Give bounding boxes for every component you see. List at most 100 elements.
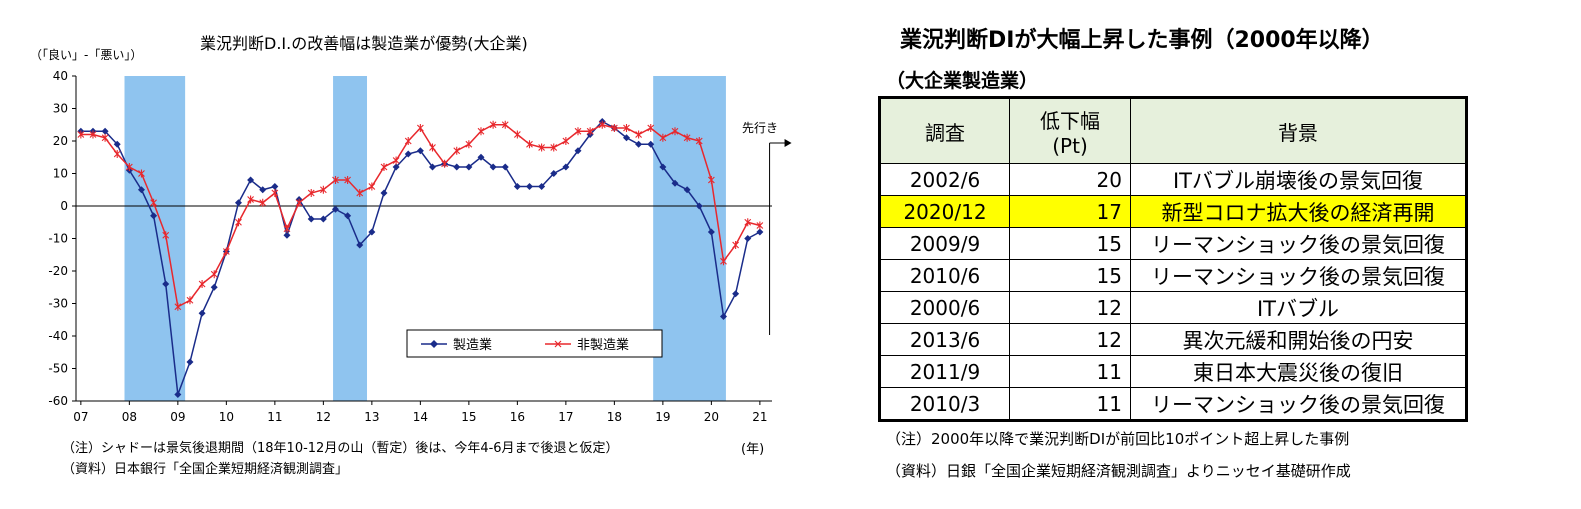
row-background: リーマンショック後の景気回復 xyxy=(1130,259,1467,292)
data-point xyxy=(610,124,618,132)
x-tick-label: 09 xyxy=(170,410,185,424)
recession-shade xyxy=(333,76,368,401)
row-background: ITバブル崩壊後の景気回復 xyxy=(1130,163,1467,196)
data-point xyxy=(162,280,170,288)
data-point xyxy=(113,140,121,148)
table-panel: 業況判断DIが大幅上昇した事例（2000年以降） （大企業製造業） 調査 低下幅… xyxy=(878,0,1578,509)
chart-panel: 40 30 20 10 0 -10 -20 -30 -40 -50 -60 07 08 09 10 11 12 1… xyxy=(30,34,792,477)
forecast-arrowhead xyxy=(784,139,792,147)
data-point xyxy=(756,221,764,230)
data-point xyxy=(465,163,473,171)
chart-footnote: （注）シャドーは景気後退期間（18年10-12月の山（暫定）後は、今年4-6月ま… xyxy=(62,441,619,456)
data-point xyxy=(295,198,303,207)
data-point xyxy=(550,170,558,177)
data-point xyxy=(538,183,546,190)
row-drop: 12 xyxy=(1009,323,1131,356)
data-point xyxy=(695,137,703,145)
data-point xyxy=(234,199,242,207)
header-date: 調査 xyxy=(879,97,1010,164)
data-point xyxy=(186,296,194,305)
data-point xyxy=(380,189,388,197)
header-background: 背景 xyxy=(1130,97,1467,164)
y-tick-label: -10 xyxy=(48,232,68,246)
data-point xyxy=(441,159,449,168)
table-row: 2002/6 20 ITバブル崩壊後の景気回復 xyxy=(879,163,1467,196)
y-tick-label: -60 xyxy=(48,394,68,408)
data-point xyxy=(331,205,339,213)
data-point xyxy=(489,120,497,129)
x-tick-label: 21 xyxy=(752,410,767,424)
data-point xyxy=(392,163,400,171)
data-point xyxy=(283,231,291,239)
x-tick-label: 20 xyxy=(704,410,719,424)
data-point xyxy=(477,127,485,136)
y-tick-label: -40 xyxy=(48,329,68,343)
x-tick-label: 11 xyxy=(267,410,282,424)
y-tick-label: -30 xyxy=(48,297,68,311)
data-point xyxy=(574,147,582,155)
table-note: （注）2000年以降で業況判断DIが前回比10ポイント超上昇した事例 xyxy=(886,430,1350,448)
data-point xyxy=(707,228,715,236)
table-header-row: 調査 低下幅 (Pt) 背景 xyxy=(879,97,1467,164)
data-point xyxy=(683,133,691,142)
data-point xyxy=(138,169,145,178)
table-row: 2009/9 15 リーマンショック後の景気回復 xyxy=(879,227,1467,260)
data-point xyxy=(150,198,157,207)
legend-label: 非製造業 xyxy=(577,337,629,353)
data-point xyxy=(198,280,206,288)
data-point xyxy=(198,309,206,317)
data-point xyxy=(368,182,376,191)
x-tick-label: 19 xyxy=(655,410,670,424)
x-axis-unit: (年) xyxy=(741,442,765,457)
data-point xyxy=(332,176,339,184)
y-tick-label: 20 xyxy=(53,134,68,148)
x-tick-label: 17 xyxy=(558,410,573,424)
x-tick-label: 18 xyxy=(607,410,622,424)
data-point xyxy=(356,189,364,197)
chart-title: 業況判断D.I.の改善幅は製造業が優勢(大企業) xyxy=(200,34,528,53)
data-point xyxy=(162,231,170,240)
legend-label: 製造業 xyxy=(453,337,492,353)
data-point xyxy=(562,163,570,171)
row-background: リーマンショック後の景気回復 xyxy=(1130,227,1467,260)
data-point xyxy=(150,212,158,220)
data-point xyxy=(210,270,218,279)
table-row: 2011/9 11 東日本大震災後の復旧 xyxy=(879,355,1467,388)
row-date: 2013/6 xyxy=(879,323,1010,356)
data-point xyxy=(623,124,630,132)
data-point xyxy=(210,283,218,291)
y-tick-label: -20 xyxy=(48,264,68,278)
recession-shade xyxy=(124,76,186,401)
y-tick-label: 30 xyxy=(53,102,68,116)
data-point xyxy=(380,163,388,171)
data-point xyxy=(501,120,509,129)
legend-marker xyxy=(430,340,438,348)
x-tick-label: 15 xyxy=(461,410,476,424)
data-point xyxy=(416,147,424,155)
row-date: 2009/9 xyxy=(879,227,1010,260)
row-drop: 12 xyxy=(1009,291,1131,324)
row-background: ITバブル xyxy=(1130,291,1467,324)
x-tick-label: 07 xyxy=(73,410,88,424)
row-date: 2020/12 xyxy=(879,195,1010,228)
cases-table: 調査 低下幅 (Pt) 背景 2002/6 20 ITバブル崩壊後の景気回復 2… xyxy=(878,96,1468,422)
data-point xyxy=(744,218,752,227)
data-point xyxy=(647,140,655,148)
data-point xyxy=(77,130,85,139)
data-point xyxy=(744,235,752,242)
data-point xyxy=(683,186,691,194)
x-tick-label: 14 xyxy=(413,410,428,424)
data-point xyxy=(101,127,109,135)
data-point xyxy=(89,130,97,139)
row-date: 2010/3 xyxy=(879,387,1010,421)
data-point xyxy=(695,202,703,210)
row-drop: 17 xyxy=(1009,195,1131,228)
row-background: 新型コロナ拡大後の経済再開 xyxy=(1130,195,1467,228)
table-row-highlighted: 2020/12 17 新型コロナ拡大後の経済再開 xyxy=(879,195,1467,228)
data-point xyxy=(671,179,679,187)
forecast-annotation: 先行き xyxy=(742,121,779,135)
y-tick-label: -50 xyxy=(48,362,68,376)
data-point xyxy=(647,124,655,132)
line-chart: 40 30 20 10 0 -10 -20 -30 -40 -50 -60 07 08 09 10 11 12 1… xyxy=(48,69,792,424)
x-tick-label: 10 xyxy=(219,410,234,424)
